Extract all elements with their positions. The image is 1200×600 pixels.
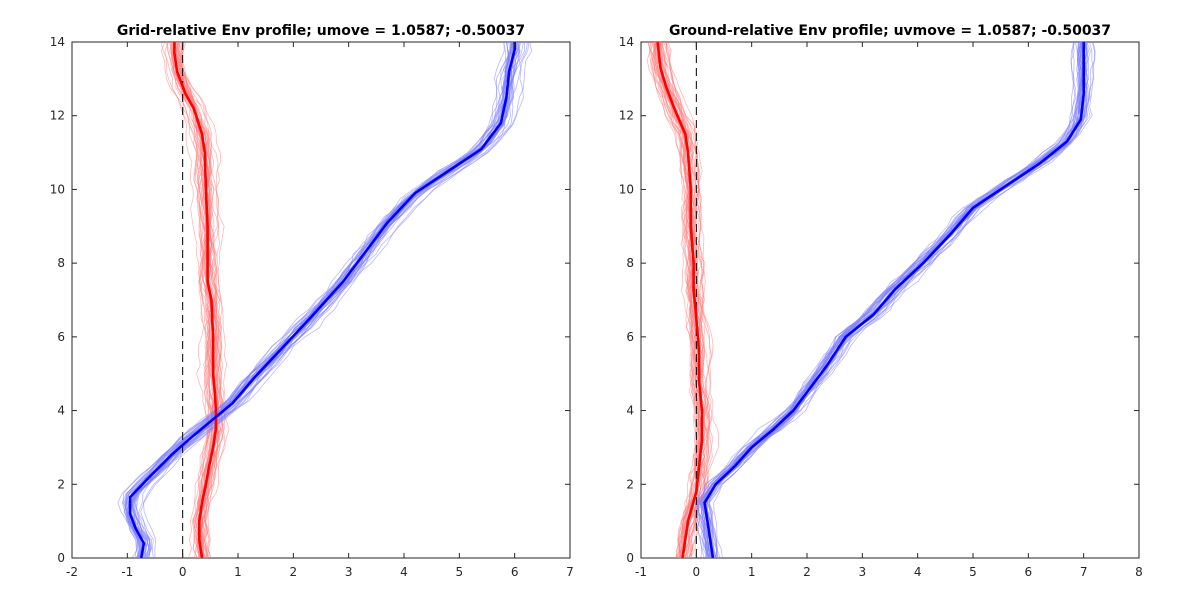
chart-title: Grid-relative Env profile; umove = 1.058… [117,23,525,39]
y-tick-label: 10 [619,182,634,196]
v-ensemble-member [134,42,530,558]
u-ensemble-member [168,42,215,558]
y-tick-label: 8 [626,256,634,270]
x-tick-label: 4 [914,565,922,579]
u-ensemble-member [180,42,230,558]
x-tick-label: 8 [1135,565,1143,579]
v-mean-line [703,42,1085,558]
y-tick-label: 12 [50,109,65,123]
x-tick-label: 3 [859,565,867,579]
u-ensemble-member [659,42,705,558]
x-tick-label: 0 [179,565,187,579]
y-tick-label: 14 [619,35,634,49]
x-tick-label: 2 [803,565,811,579]
x-tick-label: -1 [121,565,133,579]
v-mean-line [128,42,516,558]
x-tick-label: 1 [234,565,242,579]
y-tick-label: 4 [626,404,634,418]
x-tick-label: 4 [400,565,408,579]
plot-content [646,42,1096,558]
y-tick-label: 0 [626,551,634,565]
x-tick-label: 1 [748,565,756,579]
v-ensemble-member [127,42,518,558]
v-ensemble-member [702,42,1085,558]
plot-content [117,42,533,558]
y-tick-label: 2 [57,477,65,491]
y-tick-label: 2 [626,477,634,491]
x-tick-label: 5 [456,565,464,579]
y-tick-label: 14 [50,35,65,49]
y-tick-label: 12 [619,109,634,123]
v-ensemble-member [135,42,524,558]
x-tick-label: 7 [1080,565,1088,579]
x-tick-label: 2 [290,565,298,579]
y-tick-label: 0 [57,551,65,565]
u-ensemble-member [659,42,720,558]
x-tick-label: 5 [969,565,977,579]
u-ensemble-member [179,42,223,558]
x-tick-label: -1 [635,565,647,579]
v-ensemble-member [694,42,1077,558]
v-ensemble-member [713,42,1095,558]
x-tick-label: -2 [66,565,78,579]
x-tick-label: 6 [511,565,519,579]
v-ensemble-member [124,42,514,558]
u-ensemble-member [175,42,228,558]
x-tick-label: 7 [566,565,574,579]
u-mean-line [656,42,704,558]
x-tick-label: 3 [345,565,353,579]
y-tick-label: 4 [57,404,65,418]
chart-title: Ground-relative Env profile; uvmove = 1.… [669,23,1111,39]
y-tick-label: 8 [57,256,65,270]
y-tick-label: 6 [57,330,65,344]
x-tick-label: 6 [1025,565,1033,579]
y-tick-label: 10 [50,182,65,196]
u-ensemble-member [160,42,211,558]
u-ensemble-member [172,42,213,558]
x-tick-label: 0 [693,565,701,579]
u-ensemble-member [663,42,714,558]
u-mean-line [173,42,218,558]
v-ensemble-member [127,42,505,558]
v-ensemble-member [143,42,533,558]
y-tick-label: 6 [626,330,634,344]
